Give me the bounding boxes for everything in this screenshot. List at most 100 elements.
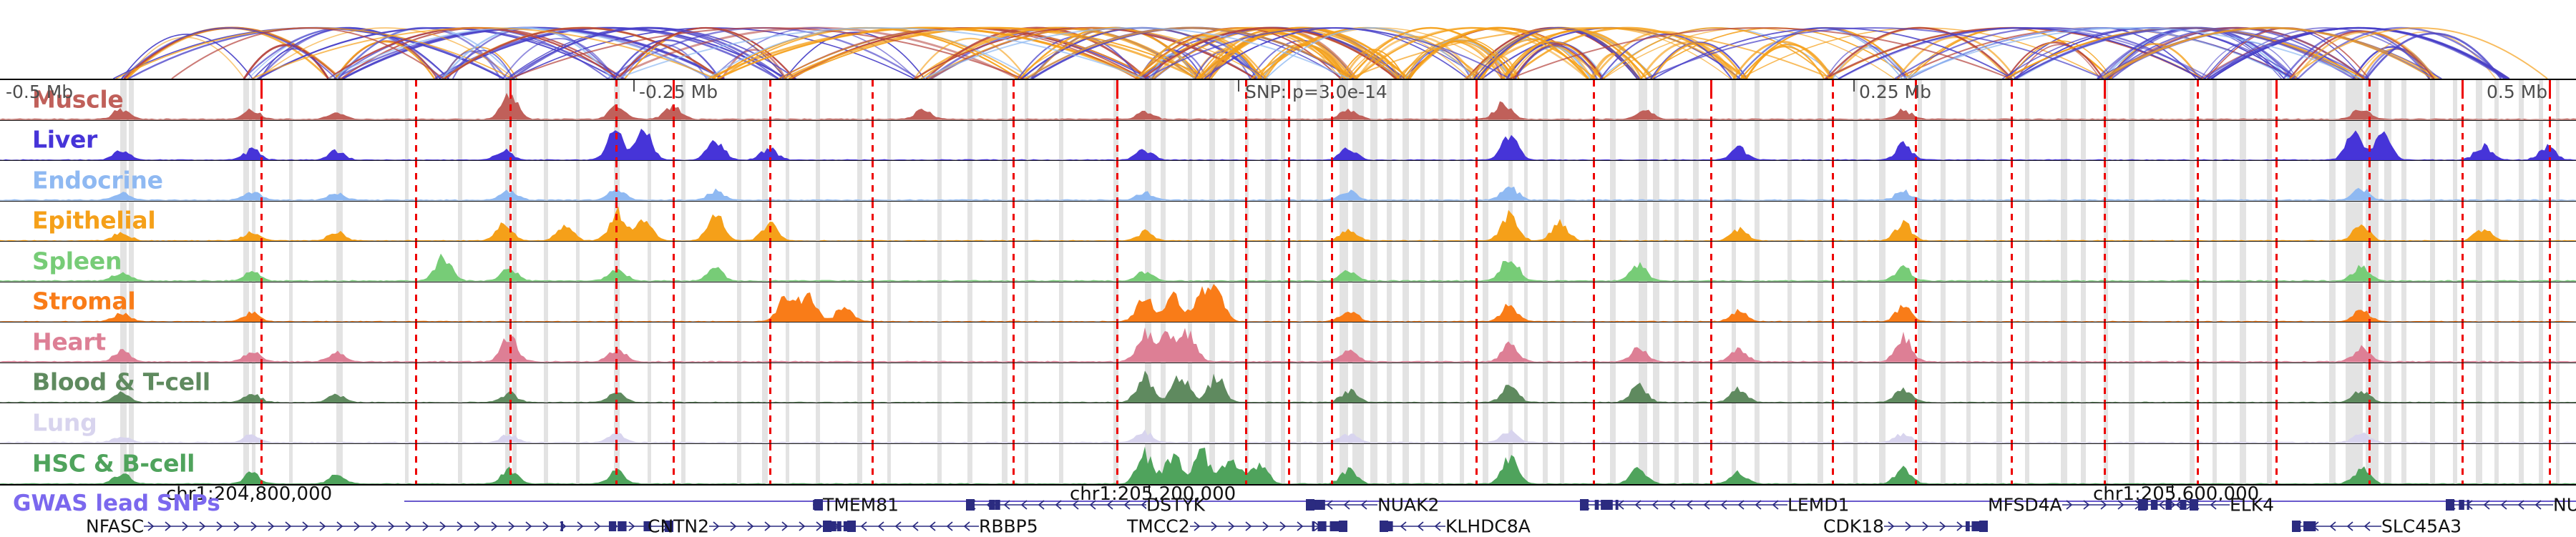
interval-band [2081,161,2086,201]
loop-arc [1194,51,1251,79]
interval-band [681,120,686,160]
loop-arc [613,39,721,79]
gwas-snp-marker-line [1832,443,1834,484]
loop-arc [1201,26,1396,79]
interval-band [1787,443,1792,484]
interval-band [2494,322,2499,363]
interval-band [1059,120,1063,160]
interval-band [1002,201,1008,241]
gwas-snp-marker-line [1331,403,1333,443]
interval-band [1853,242,1858,282]
gwas-snp-marker-line [615,282,618,322]
loop-arc [338,26,508,79]
gwas-snp-marker-line [1288,201,1290,241]
loop-arc [1602,27,1830,79]
interval-band [857,363,862,403]
gene-nfasc[interactable]: NFASC [86,515,674,537]
interval-band [2104,282,2108,322]
gene-elk4[interactable]: ELK4 [2138,493,2274,516]
gene-slc45a3[interactable]: SLC45A3 [2292,515,2462,537]
interval-band [1317,282,1323,322]
interval-band [2539,120,2543,160]
interval-band [1653,161,1659,201]
track-hsc-b-cell[interactable]: HSC & B-cell [0,443,2576,484]
interval-band [648,161,651,201]
gene-tmcc2[interactable]: TMCC2 [1127,515,1347,537]
gene-dstyk[interactable]: DSTYK [966,493,1205,516]
interval-band [786,120,789,160]
gwas-snp-marker-line [2011,120,2013,160]
interval-band [887,201,891,241]
track-liver[interactable]: Liver [0,120,2576,161]
gene-nucks1[interactable]: NUCKS1 [2446,493,2576,516]
interval-band [1918,242,1922,282]
interval-band [937,201,942,241]
interval-band [762,242,768,282]
interval-band [2494,363,2499,403]
interval-band [336,443,343,484]
interval-band [1402,403,1409,443]
gene-tmem81[interactable]: TMEM81 [813,493,899,516]
interval-band [1370,443,1377,484]
interval-band [512,363,517,403]
interval-band [1025,201,1028,241]
interval-band [1145,242,1151,282]
interval-band [120,201,127,241]
track-muscle[interactable]: Muscle -0.5 Mb -0.25 Mb 0.25 Mb 0.5 Mb SNP: p… [0,80,2576,121]
gene-body [1380,521,1445,532]
interval-band [1025,80,1028,120]
gwas-snp-marker-line [1116,161,1118,201]
gwas-snp-marker-line [615,443,618,484]
gene-klhdc8a[interactable]: KLHDC8A [1380,515,1531,537]
gwas-snp-marker-line [673,80,675,120]
gwas-snp-marker-line [509,80,512,120]
interval-band [2384,201,2391,241]
track-epithelial[interactable]: Epithelial [0,201,2576,242]
interval-band [1674,403,1679,443]
interval-band [1966,403,1971,443]
interval-band [681,363,686,403]
gene-lemd1[interactable]: LEMD1 [1580,493,1849,516]
interval-band [967,120,972,160]
interval-band [2129,443,2135,484]
interval-band [2384,80,2391,120]
gwas-snp-marker-line [1288,161,1290,201]
interval-band [1025,403,1028,443]
track-blood-t-cell[interactable]: Blood & T-cell [0,363,2576,403]
interval-band [1639,201,1647,241]
gwas-snp-marker-line [2011,201,2013,241]
interval-band [1653,322,1659,363]
gwas-snp-marker-line [673,282,675,322]
interval-band [786,242,789,282]
interval-band [1818,80,1823,120]
interval-band [458,201,462,241]
interval-band [1732,363,1736,403]
interval-band [2081,403,2086,443]
interval-band [2476,120,2482,160]
interval-band [1297,242,1301,282]
interval-band [1755,282,1760,322]
interval-band [1161,403,1166,443]
gwas-snp-marker-line [1593,80,1595,120]
interval-band [1610,282,1616,322]
interval-band [2025,80,2029,120]
gwas-snp-marker-line [1710,80,1712,120]
track-heart[interactable]: Heart [0,322,2576,363]
interval-band [1402,120,1409,160]
track-spleen[interactable]: Spleen [0,242,2576,282]
interval-band [1560,443,1564,484]
track-body: Epithelial [0,201,2576,241]
interval-band [1853,363,1858,403]
gene-nuak2[interactable]: NUAK2 [1306,493,1439,516]
interval-band [1732,161,1736,201]
track-lung[interactable]: Lung [0,403,2576,444]
gwas-snp-marker-line [769,443,771,484]
track-stromal[interactable]: Stromal [0,282,2576,322]
track-endocrine[interactable]: Endocrine [0,161,2576,202]
gwas-snp-marker-line [673,242,675,282]
gene-rbbp5[interactable]: RBBP5 [823,515,1038,537]
gene-cdk18[interactable]: CDK18 [1823,515,1988,537]
interval-band [1297,161,1301,201]
interval-band [405,80,409,120]
interval-band [1209,443,1215,484]
